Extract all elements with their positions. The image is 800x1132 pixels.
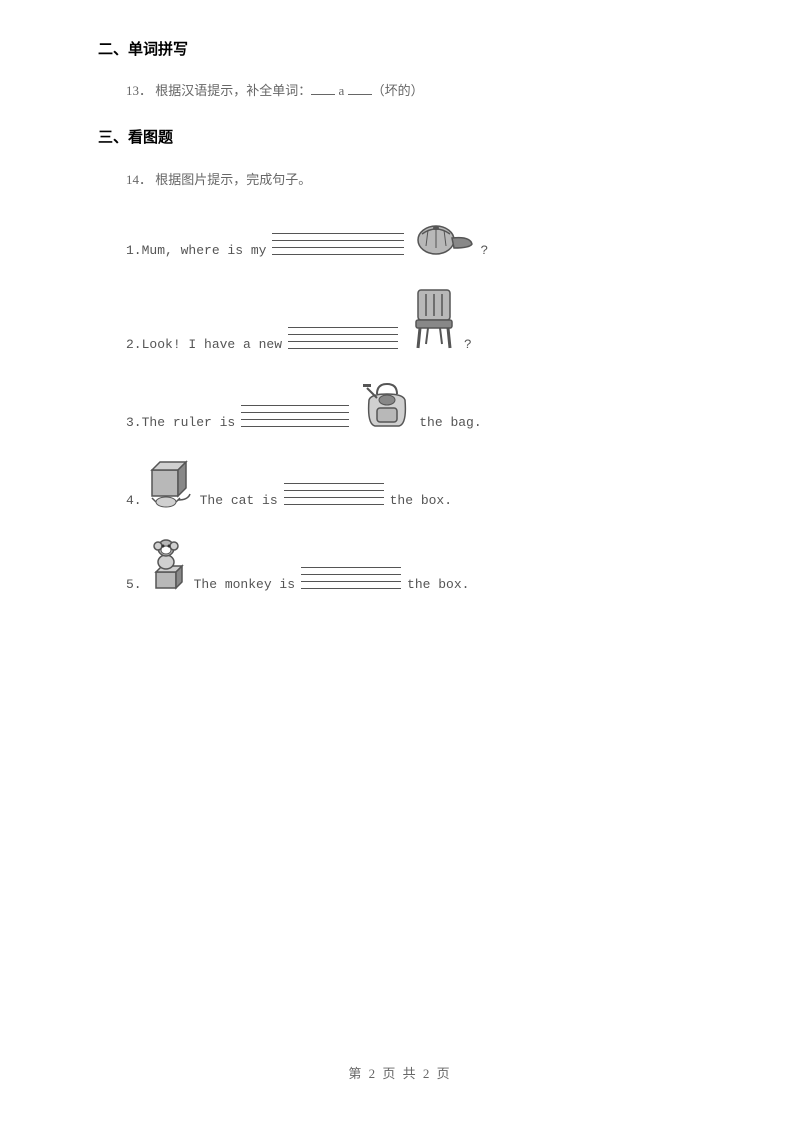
blank-line [241,412,349,413]
picture-item-1: 1. Mum, where is my ? [126,218,710,258]
item-image [146,458,196,508]
item-image [414,218,476,258]
items-container: 1. Mum, where is my ?2. Look! I have a n… [98,218,710,592]
item-num: 4. [126,493,142,508]
blank-lines [288,327,398,352]
item-pre: Mum, where is my [142,243,267,258]
blank-line [301,588,401,589]
blank-lines [272,233,404,258]
item-num: 2. [126,337,142,352]
item-pre: Look! I have a new [142,337,282,352]
blank-line [301,574,401,575]
blank-line [241,405,349,406]
item-post: the bag. [419,415,481,430]
blank-short-1 [311,82,335,95]
item-image [146,536,190,592]
blank-line [301,581,401,582]
blank-line [288,348,398,349]
blank-line [272,247,404,248]
item-num: 3. [126,415,142,430]
blank-line [288,341,398,342]
blank-line [301,567,401,568]
item-image [408,286,460,352]
blank-line [284,490,384,491]
q14-number: 14． [126,172,152,187]
item-image [359,380,415,430]
item-post: the box. [390,493,452,508]
blank-line [241,419,349,420]
item-pre: The ruler is [142,415,236,430]
item-post: ? [480,243,488,258]
blank-line [284,504,384,505]
blank-lines [284,483,384,508]
item-num: 1. [126,243,142,258]
cap-icon [414,218,476,258]
blank-line [288,334,398,335]
question-13: 13． 根据汉语提示，补全单词： a （坏的） [126,81,710,102]
blank-line [272,240,404,241]
q14-text: 根据图片提示，完成句子。 [155,172,311,187]
page-footer: 第 2 页 共 2 页 [0,1063,800,1082]
q13-number: 13． [126,83,152,98]
blank-short-2 [348,82,372,95]
blank-line [272,254,404,255]
blank-line [288,327,398,328]
item-post: the box. [407,577,469,592]
picture-item-2: 2. Look! I have a new ? [126,286,710,352]
q13-mid: a [335,83,347,98]
blank-line [272,233,404,234]
blank-lines [301,567,401,592]
blank-line [284,497,384,498]
picture-item-4: 4. The cat is the box. [126,458,710,508]
question-14-intro: 14． 根据图片提示，完成句子。 [126,169,710,188]
monkey-box-icon [146,536,190,592]
item-pre: The monkey is [194,577,295,592]
picture-item-5: 5. The monkey is the box. [126,536,710,592]
blank-line [284,483,384,484]
picture-item-3: 3. The ruler is the bag. [126,380,710,430]
item-num: 5. [126,577,142,592]
box-cat-icon [146,458,196,508]
item-pre: The cat is [200,493,278,508]
blank-lines [241,405,349,430]
item-post: ? [464,337,472,352]
q13-prefix: 根据汉语提示，补全单词： [155,83,311,98]
blank-line [241,426,349,427]
q13-suffix: （坏的） [372,83,424,98]
chair-icon [408,286,460,352]
section-2-heading: 二、单词拼写 [98,38,710,59]
bag-icon [359,380,415,430]
section-3-heading: 三、看图题 [98,126,710,147]
